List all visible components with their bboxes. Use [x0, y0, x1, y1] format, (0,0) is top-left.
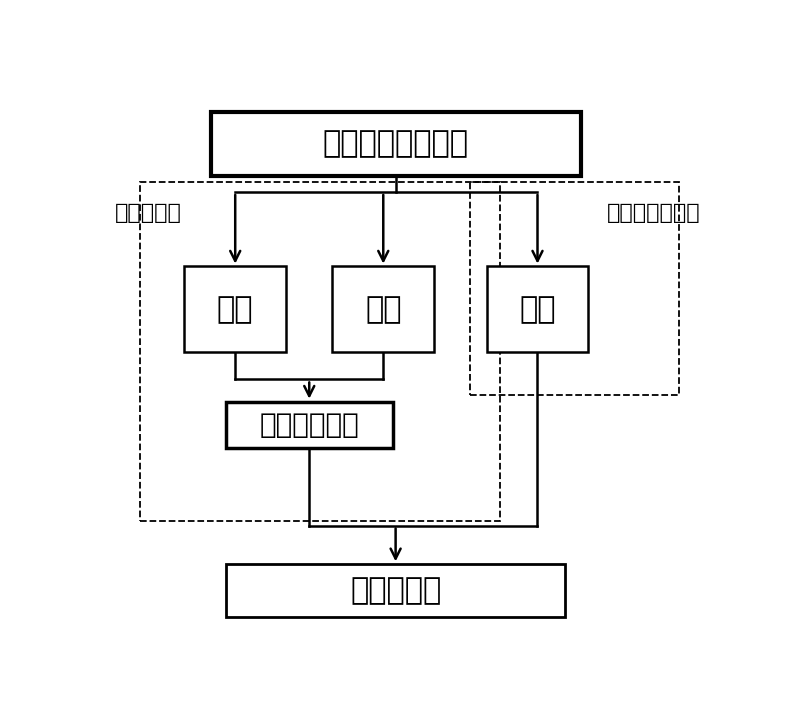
Text: 二维: 二维: [365, 295, 401, 324]
Text: 一维: 一维: [217, 295, 253, 324]
Bar: [226, 564, 565, 616]
Text: 三维: 三维: [519, 295, 556, 324]
Bar: [185, 266, 286, 352]
Bar: [486, 266, 588, 352]
Bar: [210, 112, 581, 175]
Text: 对称分量法: 对称分量法: [350, 576, 441, 605]
Bar: [139, 183, 501, 521]
Text: 补全阻抗矩阵: 补全阻抗矩阵: [259, 411, 359, 439]
Bar: [226, 402, 392, 448]
Bar: [333, 266, 434, 352]
Text: 虚拟阻抗法: 虚拟阻抗法: [115, 203, 181, 223]
Bar: [470, 183, 679, 395]
Text: 输入节点阻抗矩阵: 输入节点阻抗矩阵: [322, 130, 469, 158]
Text: 传统对称分量法: 传统对称分量法: [607, 203, 701, 223]
